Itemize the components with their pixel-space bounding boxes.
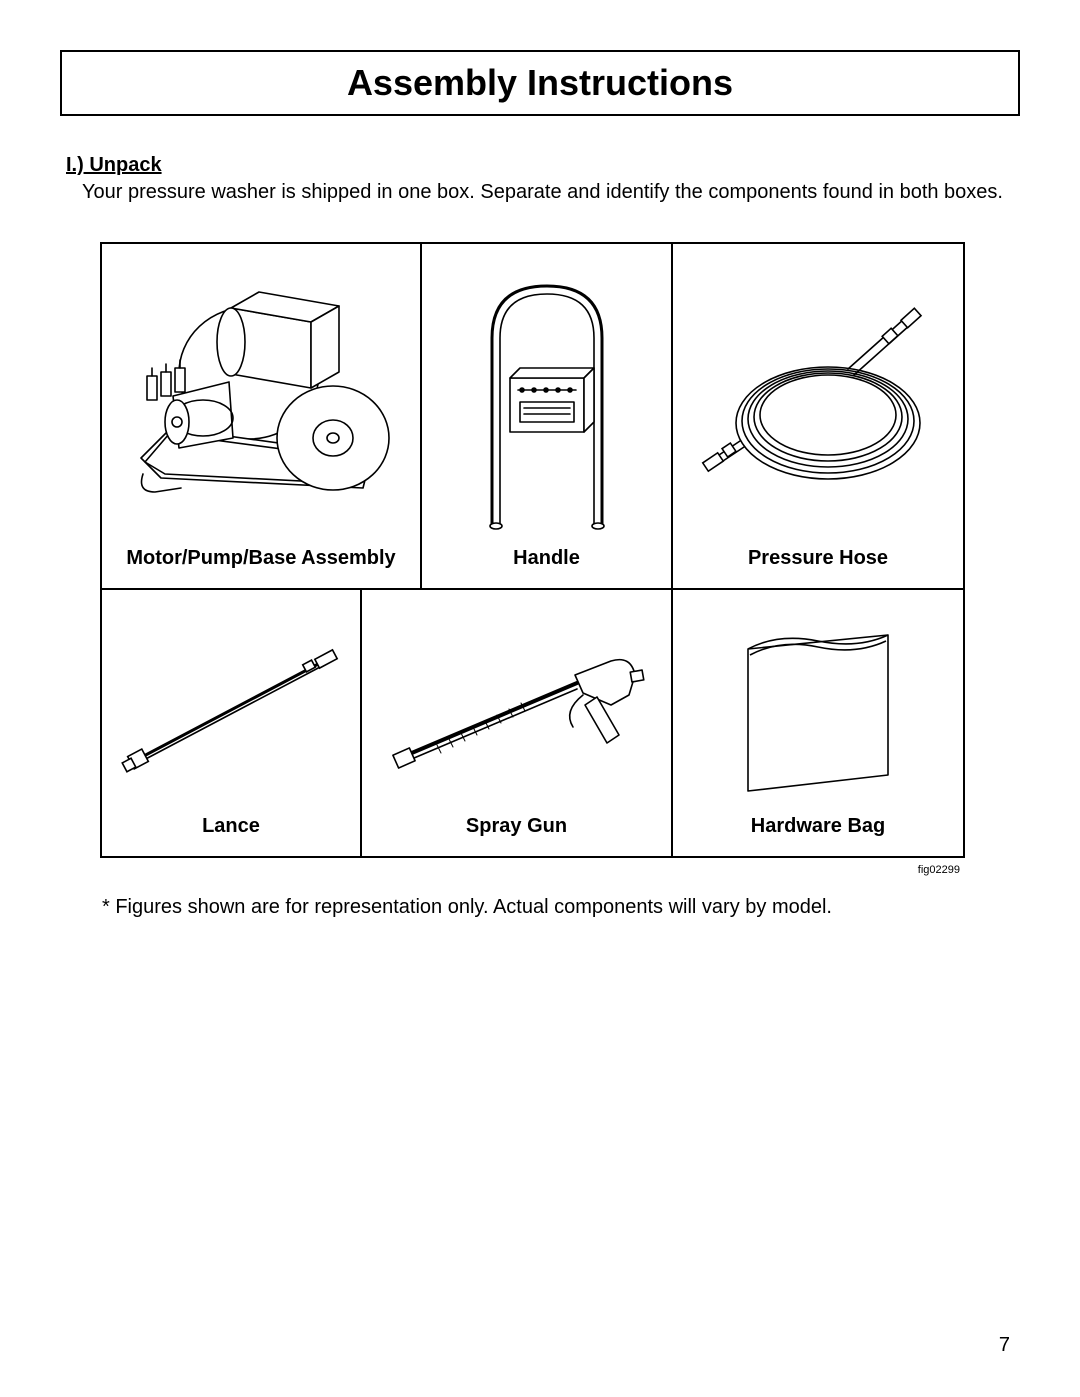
motor-pump-base-icon (110, 258, 412, 547)
page-number: 7 (999, 1334, 1010, 1357)
component-label: Hardware Bag (751, 815, 886, 838)
footnote: * Figures shown are for representation o… (102, 894, 980, 921)
component-cell-hardware-bag: Hardware Bag (673, 590, 965, 858)
components-row-2: Lance (100, 590, 965, 858)
component-label: Motor/Pump/Base Assembly (126, 547, 395, 570)
title-box: Assembly Instructions (60, 50, 1020, 116)
component-label: Lance (202, 815, 260, 838)
components-grid: Motor/Pump/Base Assembly (100, 242, 965, 858)
component-cell-pressure-hose: Pressure Hose (673, 242, 965, 590)
handle-icon (430, 258, 663, 547)
section-body: Your pressure washer is shipped in one b… (82, 179, 1010, 206)
component-cell-motor-pump-base: Motor/Pump/Base Assembly (100, 242, 422, 590)
component-cell-spray-gun: Spray Gun (362, 590, 673, 858)
component-label: Handle (513, 547, 580, 570)
page: Assembly Instructions I.) Unpack Your pr… (0, 0, 1080, 1397)
component-cell-handle: Handle (422, 242, 673, 590)
component-cell-lance: Lance (100, 590, 362, 858)
hardware-bag-icon (681, 604, 955, 815)
lance-icon (110, 604, 352, 815)
component-label: Pressure Hose (748, 547, 888, 570)
figure-reference: fig02299 (60, 864, 960, 876)
spray-gun-icon (370, 604, 663, 815)
pressure-hose-icon (681, 258, 955, 547)
page-title: Assembly Instructions (62, 62, 1018, 104)
section-heading: I.) Unpack (66, 154, 1020, 177)
components-row-1: Motor/Pump/Base Assembly (100, 242, 965, 590)
component-label: Spray Gun (466, 815, 567, 838)
